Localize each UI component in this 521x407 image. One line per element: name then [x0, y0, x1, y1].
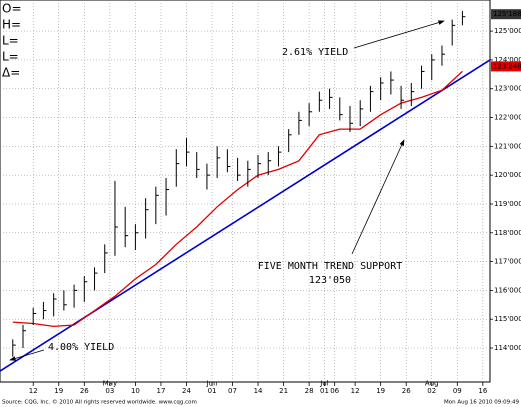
annotation: 123'050	[309, 275, 351, 286]
x-tick-label: 26	[80, 387, 89, 395]
x-tick-label: 16	[478, 387, 487, 395]
price-flag	[491, 9, 521, 20]
header-label: H=	[2, 18, 21, 32]
y-tick-label: 123'000	[494, 85, 521, 93]
y-tick-label: 124'000	[494, 56, 521, 64]
y-tick-label: 116'000	[494, 286, 521, 294]
footer-source: Source: CQG, Inc. © 2010 All rights rese…	[2, 399, 197, 406]
y-tick-label: 125'000	[494, 27, 521, 35]
y-tick-label: 117'000	[494, 258, 521, 266]
header-label: O=	[2, 2, 22, 16]
x-tick-label: 17	[156, 387, 165, 395]
x-tick-label: 06	[330, 387, 339, 395]
x-tick-label: 14	[254, 387, 263, 395]
y-tick-label: 120'000	[494, 171, 521, 179]
month-label: Aug	[425, 380, 439, 388]
month-label: May	[103, 380, 117, 388]
x-tick-label: 19	[376, 387, 385, 395]
x-tick-label: 24	[182, 387, 191, 395]
month-label: Jul	[319, 380, 329, 388]
y-tick-label: 114'000	[494, 344, 521, 352]
x-tick-label: 12	[29, 387, 38, 395]
price-flag	[491, 61, 521, 72]
moving-average	[12, 70, 463, 328]
header-label: L=	[2, 50, 19, 64]
x-tick-label: 09	[453, 387, 462, 395]
x-tick-label: 07	[228, 387, 237, 395]
header-label: Δ=	[2, 66, 20, 80]
x-tick-label: 03	[105, 387, 114, 395]
annotation-arrow	[351, 139, 405, 255]
y-tick-label: 115'000	[494, 315, 521, 323]
annotation: 2.61% YIELD	[282, 47, 348, 58]
x-tick-label: 10	[131, 387, 140, 395]
y-tick-label: 121'000	[494, 142, 521, 150]
x-tick-label: 12	[351, 387, 360, 395]
header-label: L=	[2, 34, 19, 48]
footer-timestamp: Mon Aug 16 2010 09:09:49	[444, 400, 520, 406]
annotation: 4.00% YIELD	[48, 342, 114, 353]
annotation: FIVE MONTH TREND SUPPORT	[258, 261, 403, 272]
price-flag-label: 123'248	[493, 62, 521, 70]
x-tick-label: 19	[54, 387, 63, 395]
price-flag-label: 125'188	[493, 10, 521, 18]
month-label: Jun	[206, 380, 218, 388]
x-tick-label: 01	[320, 387, 329, 395]
annotation-arrow	[9, 349, 45, 361]
x-tick-label: 21	[279, 387, 288, 395]
y-tick-label: 118'000	[494, 229, 521, 237]
x-tick-label: 28	[305, 387, 314, 395]
x-tick-label: 01	[208, 387, 217, 395]
y-tick-label: 119'000	[494, 200, 521, 208]
annotation-arrow	[353, 20, 445, 49]
x-tick-label: 26	[402, 387, 411, 395]
x-tick-label: 02	[427, 387, 436, 395]
y-tick-label: 122'000	[494, 114, 521, 122]
